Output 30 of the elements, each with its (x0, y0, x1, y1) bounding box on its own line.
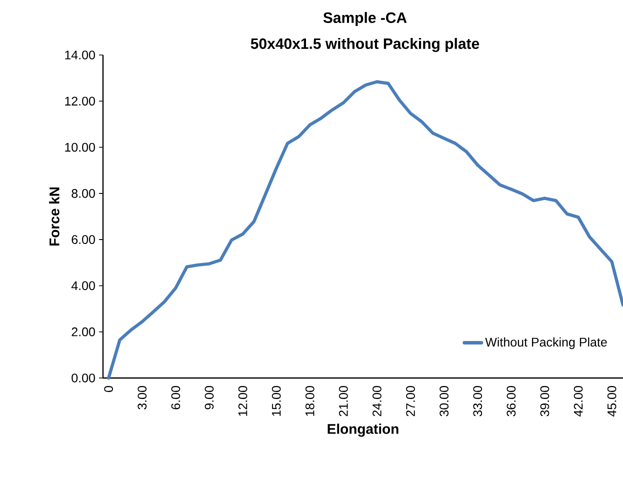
y-tick-label: 0.00 (72, 374, 95, 382)
x-tick-label: 45.00 (607, 386, 616, 417)
x-tick-label: 39.00 (540, 386, 550, 416)
x-tick-label: 36.00 (506, 386, 516, 416)
chart-subtitle: 50x40x1.5 without Packing plate (250, 38, 480, 52)
y-tick-label: 14.00 (65, 50, 95, 60)
x-tick-label: 42.00 (574, 386, 583, 417)
x-tick-label: 0 (104, 386, 114, 392)
y-tick-label: 2.00 (72, 327, 95, 336)
y-axis-title: Force kN (49, 188, 60, 246)
x-tick-label: 9.00 (204, 386, 214, 410)
y-tick-label: 12.00 (65, 96, 95, 106)
x-tick-label: 15.00 (272, 386, 281, 416)
x-tick-label: 33.00 (473, 386, 482, 416)
y-tick-label: 8.00 (72, 188, 95, 198)
y-tick-label: 6.00 (72, 235, 95, 244)
chart-title: Sample -CA (323, 12, 407, 26)
x-tick-label: 12.00 (238, 386, 248, 416)
x-tick-label: 18.00 (305, 386, 314, 416)
x-tick-label: 24.00 (372, 386, 382, 416)
x-tick-label: 21.00 (339, 386, 348, 416)
x-tick-label: 30.00 (440, 386, 449, 416)
x-axis-title: Elongation (328, 424, 398, 437)
y-tick-label: 10.00 (65, 142, 95, 152)
y-tick-label: 4.00 (71, 281, 95, 290)
x-tick-label: 27.00 (406, 386, 415, 416)
x-tick-label: 6.00 (171, 386, 180, 410)
legend-label: Without Packing Plate (485, 337, 607, 350)
x-tick-label: 3.00 (138, 386, 147, 410)
line-series (106, 80, 623, 380)
